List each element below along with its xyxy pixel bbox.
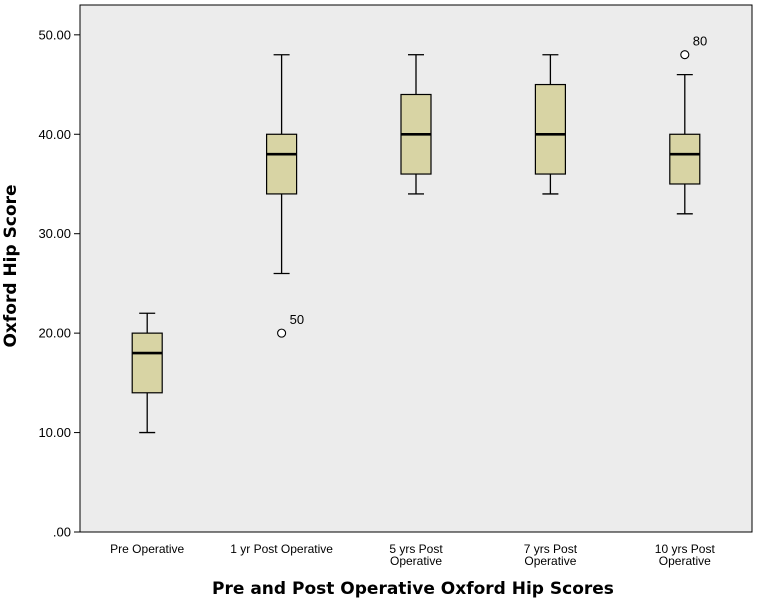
box-3 <box>400 54 432 195</box>
x-category-label: 1 yr Post Operative <box>230 542 333 556</box>
x-category-label: Pre Operative <box>110 542 184 556</box>
x-axis-category-labels: Pre Operative 1 yr Post Operative 5 yrs Po… <box>110 542 715 568</box>
iqr-box <box>534 83 567 175</box>
outlier-label: 80 <box>693 34 707 49</box>
x-category-label: 10 yrs Post Operative <box>655 542 716 568</box>
iqr-box <box>131 332 163 394</box>
x-axis-title: Pre and Post Operative Oxford Hip Scores <box>212 579 614 599</box>
outlier-point <box>680 50 690 60</box>
y-tick-label: 40.00 <box>38 127 71 142</box>
box-4 <box>534 54 567 195</box>
box-series: 50 80 <box>131 34 707 434</box>
y-axis: .00 10.00 20.00 30.00 40.00 50.00 <box>38 27 80 540</box>
outlier-label: 50 <box>290 312 304 327</box>
y-tick-label: 20.00 <box>38 326 71 341</box>
y-tick-label: 30.00 <box>38 226 71 241</box>
y-tick-label: .00 <box>53 525 71 540</box>
outlier-point <box>277 328 287 338</box>
iqr-box <box>266 133 298 195</box>
box-2: 50 <box>266 54 304 338</box>
x-category-label: 7 yrs Post Operative <box>524 542 578 568</box>
box-5: 80 <box>669 34 707 215</box>
y-tick-label: 10.00 <box>38 425 71 440</box>
y-tick-label: 50.00 <box>38 27 71 42</box>
y-axis-title: Oxford Hip Score <box>1 184 21 347</box>
x-category-label: 5 yrs Post Operative <box>389 542 443 568</box>
box-1 <box>131 312 163 434</box>
iqr-box <box>669 133 701 185</box>
